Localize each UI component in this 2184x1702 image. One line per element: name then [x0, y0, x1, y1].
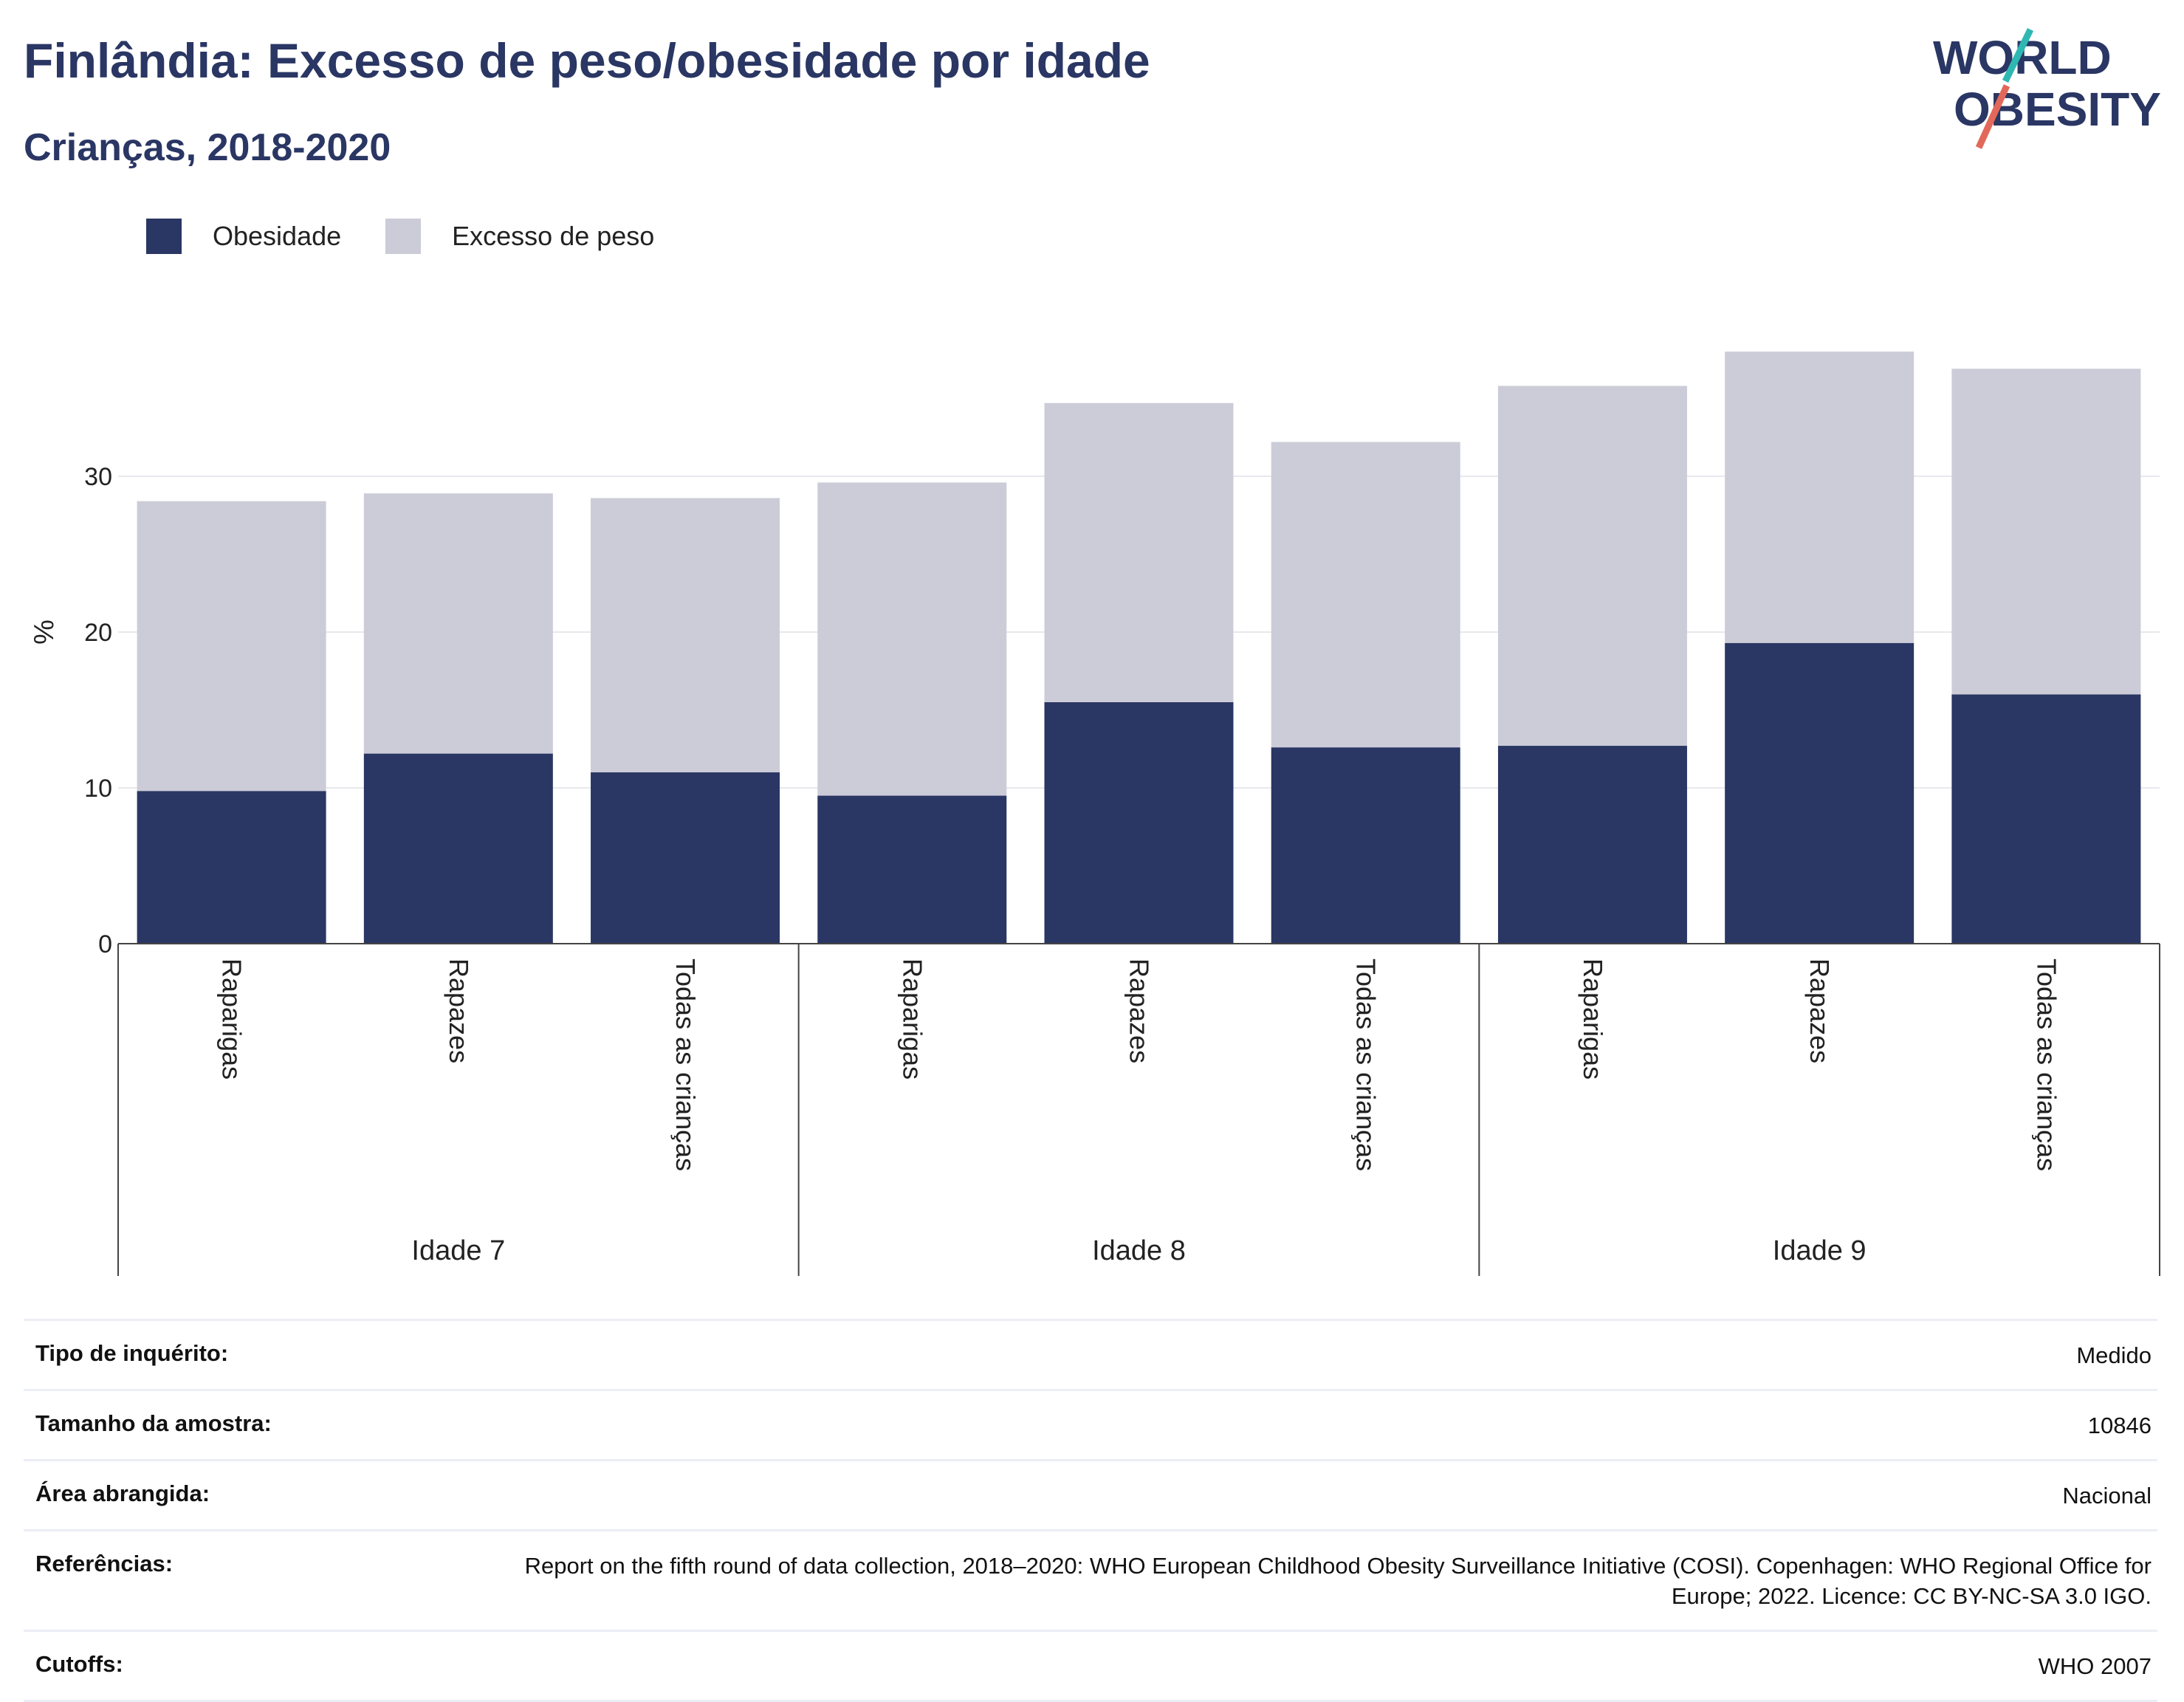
- bar-overweight: [1044, 402, 1234, 702]
- stacked-bar-chart: 0 10 20 30% Raparigas Rapazes Todas as criança…: [29, 351, 2160, 1276]
- bar-overweight: [591, 498, 780, 772]
- meta-key: Tipo de inquérito:: [35, 1340, 229, 1366]
- legend-swatch-overweight: [385, 219, 422, 254]
- bar-overweight: [137, 501, 326, 792]
- logo-slash-coral: [1975, 84, 2010, 149]
- chart-legend: Obesidade Excesso de peso: [146, 219, 698, 254]
- chart-subtitle: Crianças, 2018-2020: [24, 126, 391, 169]
- meta-row: Tamanho da amostra: 10846: [24, 1388, 2157, 1459]
- x-group-label: Idade 7: [411, 1235, 505, 1266]
- x-category-label: Rapazes: [444, 958, 474, 1063]
- x-category-label: Raparigas: [897, 958, 927, 1080]
- bar-overweight: [1497, 385, 1687, 747]
- meta-row: Área abrangida: Nacional: [24, 1458, 2157, 1529]
- meta-value: Nacional: [2062, 1482, 2152, 1509]
- bar-obesity: [1271, 747, 1460, 944]
- x-category-label: Rapazes: [1124, 958, 1155, 1063]
- bar-obesity: [1044, 701, 1234, 944]
- meta-row: Tipo de inquérito: Medido: [24, 1319, 2157, 1389]
- bar-overweight: [363, 493, 553, 754]
- bar-obesity: [137, 791, 326, 944]
- meta-key: Cutoffs:: [35, 1651, 123, 1678]
- world-obesity-logo: WORLD OBESITY: [1933, 28, 2161, 149]
- bar-overweight: [817, 482, 1007, 796]
- y-tick-label: 0: [98, 930, 112, 958]
- x-category-label: Todas as crianças: [670, 958, 701, 1171]
- y-tick-label: 10: [84, 775, 112, 803]
- survey-details-table: Tipo de inquérito: Medido Tamanho da amost…: [24, 1319, 2157, 1702]
- meta-key: Referências:: [35, 1550, 174, 1576]
- meta-row: Cutoffs: WHO 2007: [24, 1630, 2157, 1702]
- meta-key: Área abrangida:: [35, 1480, 210, 1506]
- x-category-label: Todas as crianças: [2031, 958, 2061, 1171]
- legend-label-overweight: Excesso de peso: [452, 221, 655, 251]
- bar-overweight: [1271, 442, 1460, 748]
- y-tick-label: 20: [84, 619, 112, 647]
- x-category-label: Raparigas: [217, 958, 247, 1080]
- y-tick-label: 30: [84, 463, 112, 491]
- bar-obesity: [363, 753, 553, 944]
- x-category-label: Todas as crianças: [1351, 958, 1381, 1171]
- legend-item-obesity[interactable]: Obesidade: [146, 219, 341, 254]
- bar-obesity: [1497, 746, 1687, 944]
- meta-value: 10846: [2087, 1412, 2152, 1438]
- x-category-label: Rapazes: [1804, 958, 1835, 1063]
- logo-slash-teal: [2002, 28, 2034, 83]
- y-axis-title: %: [29, 620, 60, 645]
- legend-item-overweight[interactable]: Excesso de peso: [385, 219, 654, 254]
- meta-value: Medido: [2076, 1342, 2152, 1368]
- legend-label-obesity: Obesidade: [213, 221, 342, 251]
- bar-overweight: [1951, 368, 2141, 695]
- meta-value: Report on the fifth round of data collec…: [524, 1552, 2152, 1610]
- x-group-label: Idade 8: [1092, 1235, 1186, 1266]
- x-category-label: Raparigas: [1578, 958, 1608, 1080]
- bar-overweight: [1725, 351, 1915, 643]
- chart-title: Finlândia: Excesso de peso/obesidade por…: [24, 33, 1150, 88]
- meta-key: Tamanho da amostra:: [35, 1410, 272, 1436]
- bar-obesity: [1951, 694, 2141, 944]
- legend-swatch-obesity: [146, 219, 182, 254]
- meta-row: Referências: Report on the fifth round of…: [24, 1528, 2157, 1630]
- bar-obesity: [817, 795, 1007, 944]
- x-group-label: Idade 9: [1773, 1235, 1867, 1266]
- bar-obesity: [591, 772, 780, 944]
- bar-obesity: [1725, 642, 1915, 944]
- meta-value: WHO 2007: [2038, 1653, 2152, 1680]
